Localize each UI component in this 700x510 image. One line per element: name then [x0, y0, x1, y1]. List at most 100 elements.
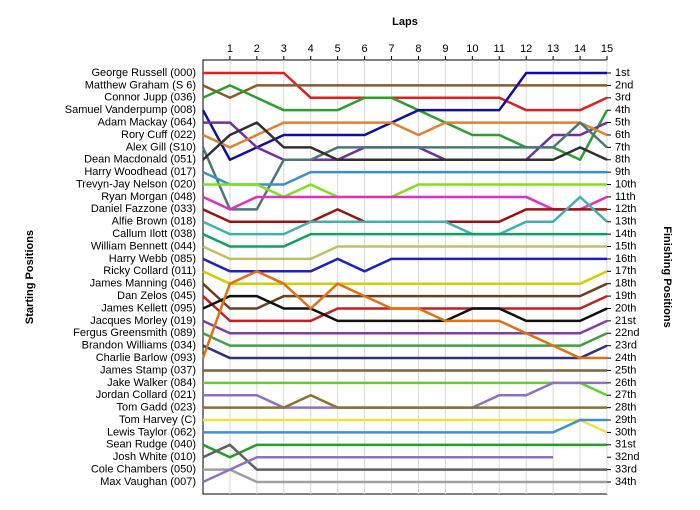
starting-position-label: Fergus Greensmith (089) — [73, 327, 196, 339]
finishing-position-label: 10th — [615, 178, 636, 190]
starting-position-label: Daniel Fazzone (033) — [91, 203, 196, 215]
starting-position-label: Harry Woodhead (017) — [84, 166, 196, 178]
series-line — [201, 270, 607, 360]
x-tick-label: 7 — [388, 43, 394, 55]
x-tick-label: 1 — [227, 43, 233, 55]
series-line — [203, 71, 608, 112]
series-line — [203, 183, 607, 199]
starting-position-label: Josh White (010) — [113, 451, 196, 463]
starting-position-label: James Kellett (095) — [101, 302, 196, 314]
starting-position-label: Ryan Morgan (048) — [101, 191, 196, 203]
starting-position-label: Callum Ilott (038) — [112, 228, 196, 240]
chart-title: Laps — [392, 16, 418, 28]
finishing-position-label: 5th — [615, 116, 630, 128]
finishing-position-label: 17th — [615, 265, 636, 277]
x-tick-label: 6 — [362, 43, 368, 55]
starting-position-label: Max Vaughan (007) — [100, 476, 196, 488]
finishing-position-label: 32nd — [615, 451, 639, 463]
series-line — [202, 257, 607, 273]
series-line — [202, 170, 607, 186]
series-line — [202, 195, 608, 236]
finishing-position-label: 8th — [615, 154, 630, 166]
series-line — [202, 455, 554, 484]
x-tick-label: 13 — [547, 43, 559, 55]
finishing-position-label: 11th — [615, 191, 636, 203]
finishing-position-label: 15th — [615, 240, 636, 252]
x-tick-label: 2 — [254, 43, 260, 55]
starting-position-label: Tom Gadd (023) — [117, 402, 196, 414]
x-tick-label: 5 — [335, 43, 341, 55]
x-tick-label: 8 — [415, 43, 421, 55]
x-tick-label: 9 — [442, 43, 448, 55]
series-line — [201, 71, 607, 162]
starting-position-label: Dan Zelos (045) — [117, 290, 196, 302]
series-line — [203, 418, 608, 434]
series-line — [203, 393, 607, 409]
finishing-position-label: 12th — [615, 203, 636, 215]
starting-position-label: Jacques Morley (019) — [90, 315, 196, 327]
series-line — [202, 443, 607, 471]
x-tick-label: 3 — [281, 43, 287, 55]
starting-position-label: Connor Jupp (036) — [104, 92, 196, 104]
starting-position-label: Charlie Barlow (093) — [96, 352, 196, 364]
starting-position-label: Samuel Vanderpump (008) — [65, 104, 196, 116]
series-line — [202, 121, 608, 162]
finishing-position-label: 6th — [615, 129, 630, 141]
finishing-position-label: 23rd — [615, 340, 637, 352]
finishing-position-label: 4th — [615, 104, 630, 116]
finishing-position-label: 3rd — [615, 92, 631, 104]
starting-position-label: Jake Walker (084) — [107, 377, 196, 389]
finishing-position-label: 9th — [615, 166, 630, 178]
starting-position-label: Dean Macdonald (051) — [84, 154, 196, 166]
y2-axis-label: Finishing Positions — [661, 226, 673, 327]
series-line — [202, 319, 608, 335]
starting-position-label: George Russell (000) — [91, 67, 196, 79]
series-line — [202, 294, 608, 323]
finishing-position-label: 30th — [615, 426, 636, 438]
finishing-position-label: 20th — [615, 302, 636, 314]
starting-position-label: Cole Chambers (050) — [91, 464, 196, 476]
x-tick-label: 4 — [308, 43, 314, 55]
finishing-position-label: 7th — [615, 141, 630, 153]
x-tick-label: 15 — [601, 43, 613, 55]
x-tick-label: 14 — [574, 43, 586, 55]
starting-position-label: Tom Harvey (C) — [119, 414, 196, 426]
finishing-position-label: 22nd — [615, 327, 639, 339]
series-line — [202, 344, 608, 360]
series-line — [202, 84, 607, 100]
finishing-position-label: 18th — [615, 278, 636, 290]
finishing-position-label: 14th — [615, 228, 636, 240]
series-line — [202, 121, 608, 149]
series-line — [202, 232, 607, 248]
finishing-position-label: 27th — [615, 389, 636, 401]
finishing-position-label: 13th — [615, 216, 636, 228]
series-line — [202, 443, 607, 459]
starting-position-label: William Bennett (044) — [91, 240, 196, 252]
finishing-position-label: 2nd — [615, 79, 633, 91]
x-tick-label: 11 — [494, 43, 505, 55]
plot-area — [202, 59, 608, 495]
series-line — [202, 245, 607, 261]
finishing-position-label: 33rd — [615, 464, 637, 476]
x-tick-label: 12 — [520, 43, 532, 55]
series-line — [202, 332, 608, 347]
finishing-position-label: 34th — [615, 476, 636, 488]
starting-position-label: Trevyn-Jay Nelson (020) — [76, 178, 196, 190]
starting-position-label: Harry Webb (085) — [109, 253, 196, 265]
y-axis-label: Starting Positions — [24, 230, 36, 324]
series-line — [203, 381, 608, 397]
finishing-position-label: 31st — [615, 439, 636, 451]
starting-position-label: James Manning (046) — [90, 278, 196, 290]
finishing-position-label: 16th — [615, 253, 636, 265]
starting-position-label: Alex Gill (S10) — [126, 141, 196, 153]
finishing-position-label: 28th — [615, 402, 636, 414]
series-line — [202, 195, 608, 211]
starting-position-label: Matthew Graham (S 6) — [85, 79, 196, 91]
starting-position-label: Alfie Brown (018) — [112, 216, 196, 228]
finishing-position-label: 25th — [615, 364, 636, 376]
starting-position-label: Brandon Williams (034) — [82, 340, 196, 352]
finishing-position-label: 29th — [615, 414, 636, 426]
series-line — [203, 468, 607, 484]
finishing-position-label: 24th — [615, 352, 636, 364]
